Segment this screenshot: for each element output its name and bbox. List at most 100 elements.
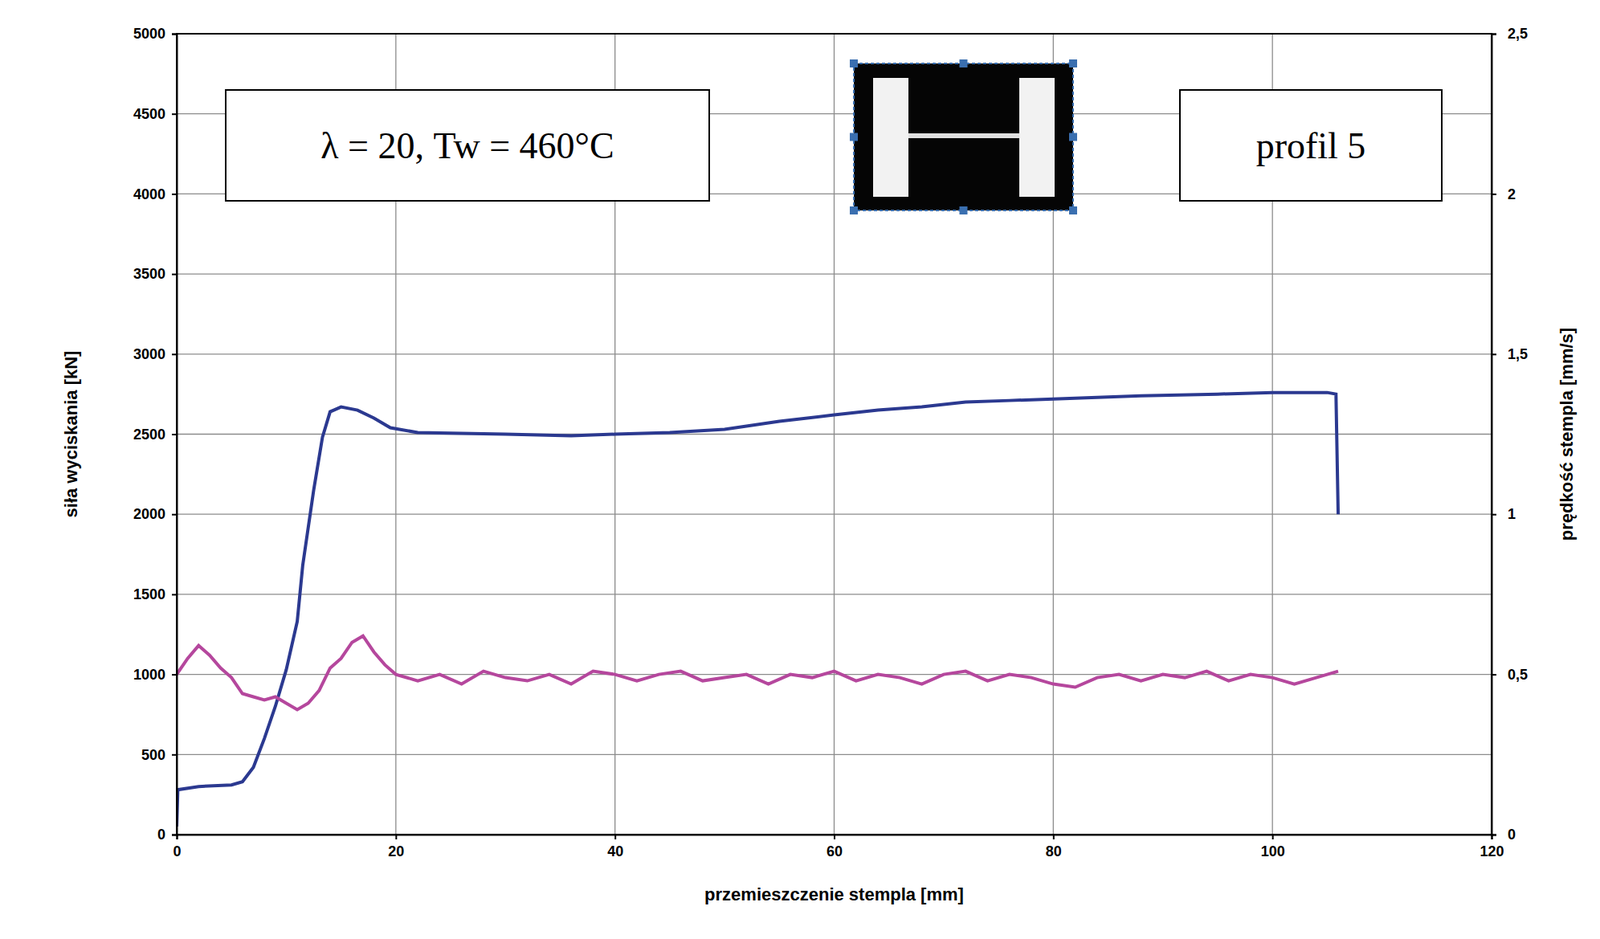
tick-mark [1272,834,1274,840]
tick: 2500 [133,426,177,443]
tick: 4500 [133,106,177,123]
tick-label: 4500 [133,106,166,123]
tick-label: 0 [172,843,181,860]
tick-mark [171,113,177,115]
tick: 2000 [133,506,177,523]
tick-label: 20 [387,843,405,860]
tick-label: 2 [1507,186,1516,203]
tick-label: 3500 [133,265,166,282]
tick: 500 [141,746,177,764]
annotation: profil 5 [1256,125,1367,167]
tick-mark [171,193,177,196]
axis-line [177,835,1493,841]
tick-label: 1500 [133,586,166,603]
tick: 1000 [133,666,177,683]
tick-label: 2,5 [1507,25,1528,42]
series-group [176,392,1339,827]
tick-label: 40 [607,843,624,860]
series-line [176,392,1339,827]
tick: 1,5 [1491,346,1528,363]
tick-mark [171,273,177,276]
tick-mark [171,754,177,756]
x-axis: 0 20 40 60 80 100 120 [172,834,1504,860]
y-axis: 0 500 1000 1500 2000 2500 3000 3500 4000 4500 5000 [133,25,178,843]
tick-mark [1053,834,1055,840]
y2-axis-title: prędkość stempla [mm/s] [1556,327,1577,541]
tick: 120 [1479,834,1504,860]
tick: 80 [1045,834,1062,860]
tick: 100 [1261,834,1286,860]
tick: 4000 [133,186,177,203]
tick: 5000 [133,25,177,42]
tick-mark [171,673,177,676]
icon-flange [873,77,909,197]
tick-label: 4000 [133,186,166,203]
tick: 2,5 [1491,25,1528,42]
icon-handle [849,133,858,142]
profile-icon [849,59,1078,215]
tick-label: 2500 [133,426,166,443]
tick: 40 [607,834,624,860]
icon-handle [959,206,968,215]
tick-mark [833,834,836,840]
tick: 20 [387,834,405,860]
tick-label: 3000 [133,346,166,363]
tick-mark [614,834,617,840]
tick-mark [171,433,177,436]
tick: 60 [826,834,843,860]
annotation-box [225,89,710,201]
icon-web [908,133,1020,139]
tick: 0 [157,826,177,843]
icon-handle [1069,206,1078,215]
tick-mark [1491,33,1497,36]
tick-label: 0,5 [1507,666,1528,683]
grid [176,33,1492,835]
icon-handle [849,206,858,215]
tick: 0 [172,834,181,860]
tick: 3000 [133,346,177,363]
tick-mark [1491,673,1497,676]
plot-frame [176,33,1492,835]
tick-mark [171,514,177,516]
tick-mark [1491,834,1497,837]
chart: λ = 20, Tw = 460°Cprofil 502040608010012… [0,0,1600,939]
annotation: λ = 20, Tw = 460°C [320,125,614,167]
tick-label: 100 [1261,843,1286,860]
tick-mark [171,834,177,837]
tick: 1500 [133,586,177,603]
y2-axis: 0 0,5 1 1,5 2 2,5 [1491,25,1528,843]
tick-label: 5000 [133,25,166,42]
icon-handle [1069,133,1078,142]
tick-label: 80 [1045,843,1062,860]
tick-mark [395,834,397,840]
tick-label: 1,5 [1507,346,1528,363]
icon-handle [1069,59,1078,68]
tick-label: 2000 [133,506,166,523]
tick-mark [1491,353,1497,356]
plot: λ = 20, Tw = 460°Cprofil 502040608010012… [133,25,1528,860]
icon-handle [959,59,968,68]
tick-label: 1000 [133,666,166,683]
axis-line [171,34,178,836]
tick-mark [171,353,177,356]
tick-label: 0 [157,826,166,843]
tick-label: 1 [1507,506,1516,523]
tick-label: 500 [141,746,166,764]
series-line [176,636,1339,711]
icon-handle [849,59,858,68]
y-axis-title: siła wyciskania [kN] [61,351,82,519]
annotation-box [1179,89,1442,201]
x-axis-title: przemieszczenie stempla [mm] [704,884,964,905]
axis-line [1492,34,1498,836]
tick-mark [1491,193,1497,196]
tick: 2 [1491,186,1516,203]
tick: 0,5 [1491,666,1528,683]
tick-mark [171,33,177,36]
tick: 3500 [133,265,177,282]
tick-mark [171,593,177,596]
tick-label: 0 [1507,826,1516,843]
tick: 1 [1491,506,1516,523]
tick: 0 [1491,826,1516,843]
icon-flange [1019,77,1055,197]
tick-label: 120 [1479,843,1504,860]
